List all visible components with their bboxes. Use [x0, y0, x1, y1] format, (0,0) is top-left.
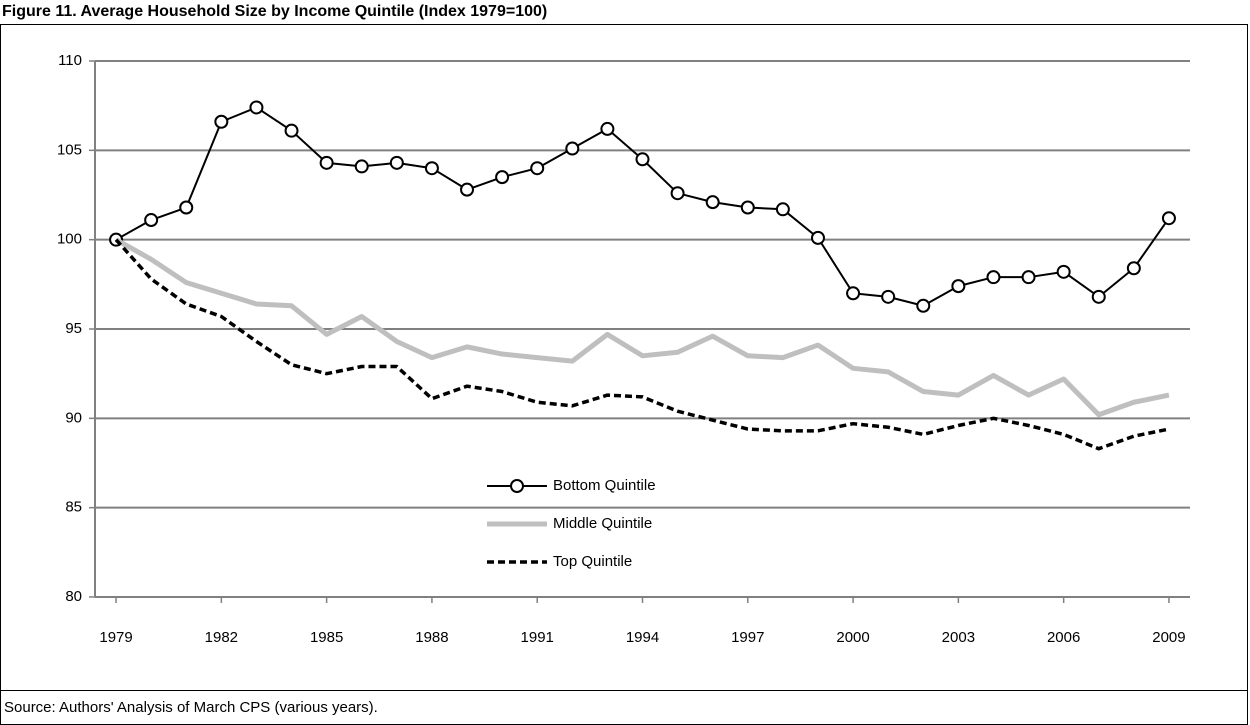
series-line: [114, 237, 1170, 418]
x-tick-label: 2003: [942, 629, 975, 646]
series-line: [114, 238, 1170, 451]
point: [740, 200, 755, 215]
point: [1126, 261, 1141, 276]
point: [670, 186, 685, 201]
legend-label: Top Quintile: [553, 553, 632, 570]
point: [495, 170, 510, 185]
x-tick-label: 1994: [626, 629, 659, 646]
point: [424, 161, 439, 176]
y-tick-label: 105: [57, 141, 82, 158]
point: [881, 289, 896, 304]
series-line: [115, 106, 1170, 307]
point: [986, 270, 1001, 285]
y-tick-label: 95: [65, 320, 82, 337]
x-tick-label: 2009: [1152, 629, 1185, 646]
point: [810, 230, 825, 245]
frame: [0, 24, 1248, 725]
point: [530, 161, 545, 176]
x-tick-label: 1997: [731, 629, 764, 646]
point: [389, 155, 404, 170]
point: [354, 159, 369, 174]
legend-label: Bottom Quintile: [553, 477, 656, 494]
x-tick-label: 1982: [205, 629, 238, 646]
source-note: Source: Authors' Analysis of March CPS (…: [4, 699, 378, 716]
point: [565, 141, 580, 156]
x-tick-label: 1988: [415, 629, 448, 646]
y-tick-label: 85: [65, 499, 82, 516]
point: [249, 100, 264, 115]
point: [460, 182, 475, 197]
point: [600, 121, 615, 136]
y-tick-label: 80: [65, 588, 82, 605]
point: [1021, 270, 1036, 285]
y-tick-label: 90: [65, 409, 82, 426]
point: [144, 213, 159, 228]
point: [1056, 264, 1071, 279]
x-tick-label: 2000: [836, 629, 869, 646]
x-tick-label: 1979: [99, 629, 132, 646]
point: [775, 202, 790, 217]
point: [916, 298, 931, 313]
point: [951, 279, 966, 294]
point: [705, 195, 720, 210]
x-tick-label: 2006: [1047, 629, 1080, 646]
x-tick-label: 1985: [310, 629, 343, 646]
y-tick-label: 110: [58, 52, 82, 69]
point: [284, 123, 299, 138]
point: [635, 152, 650, 167]
point: [214, 114, 229, 129]
legend-label: Middle Quintile: [553, 515, 652, 532]
legend-marker: [510, 479, 524, 493]
point: [179, 200, 194, 215]
point: [1161, 211, 1176, 226]
point: [1091, 289, 1106, 304]
point: [846, 286, 861, 301]
y-tick-label: 100: [57, 231, 82, 248]
point: [319, 155, 334, 170]
chart-title: Figure 11. Average Household Size by Inc…: [2, 3, 547, 20]
x-tick-label: 1991: [521, 629, 554, 646]
